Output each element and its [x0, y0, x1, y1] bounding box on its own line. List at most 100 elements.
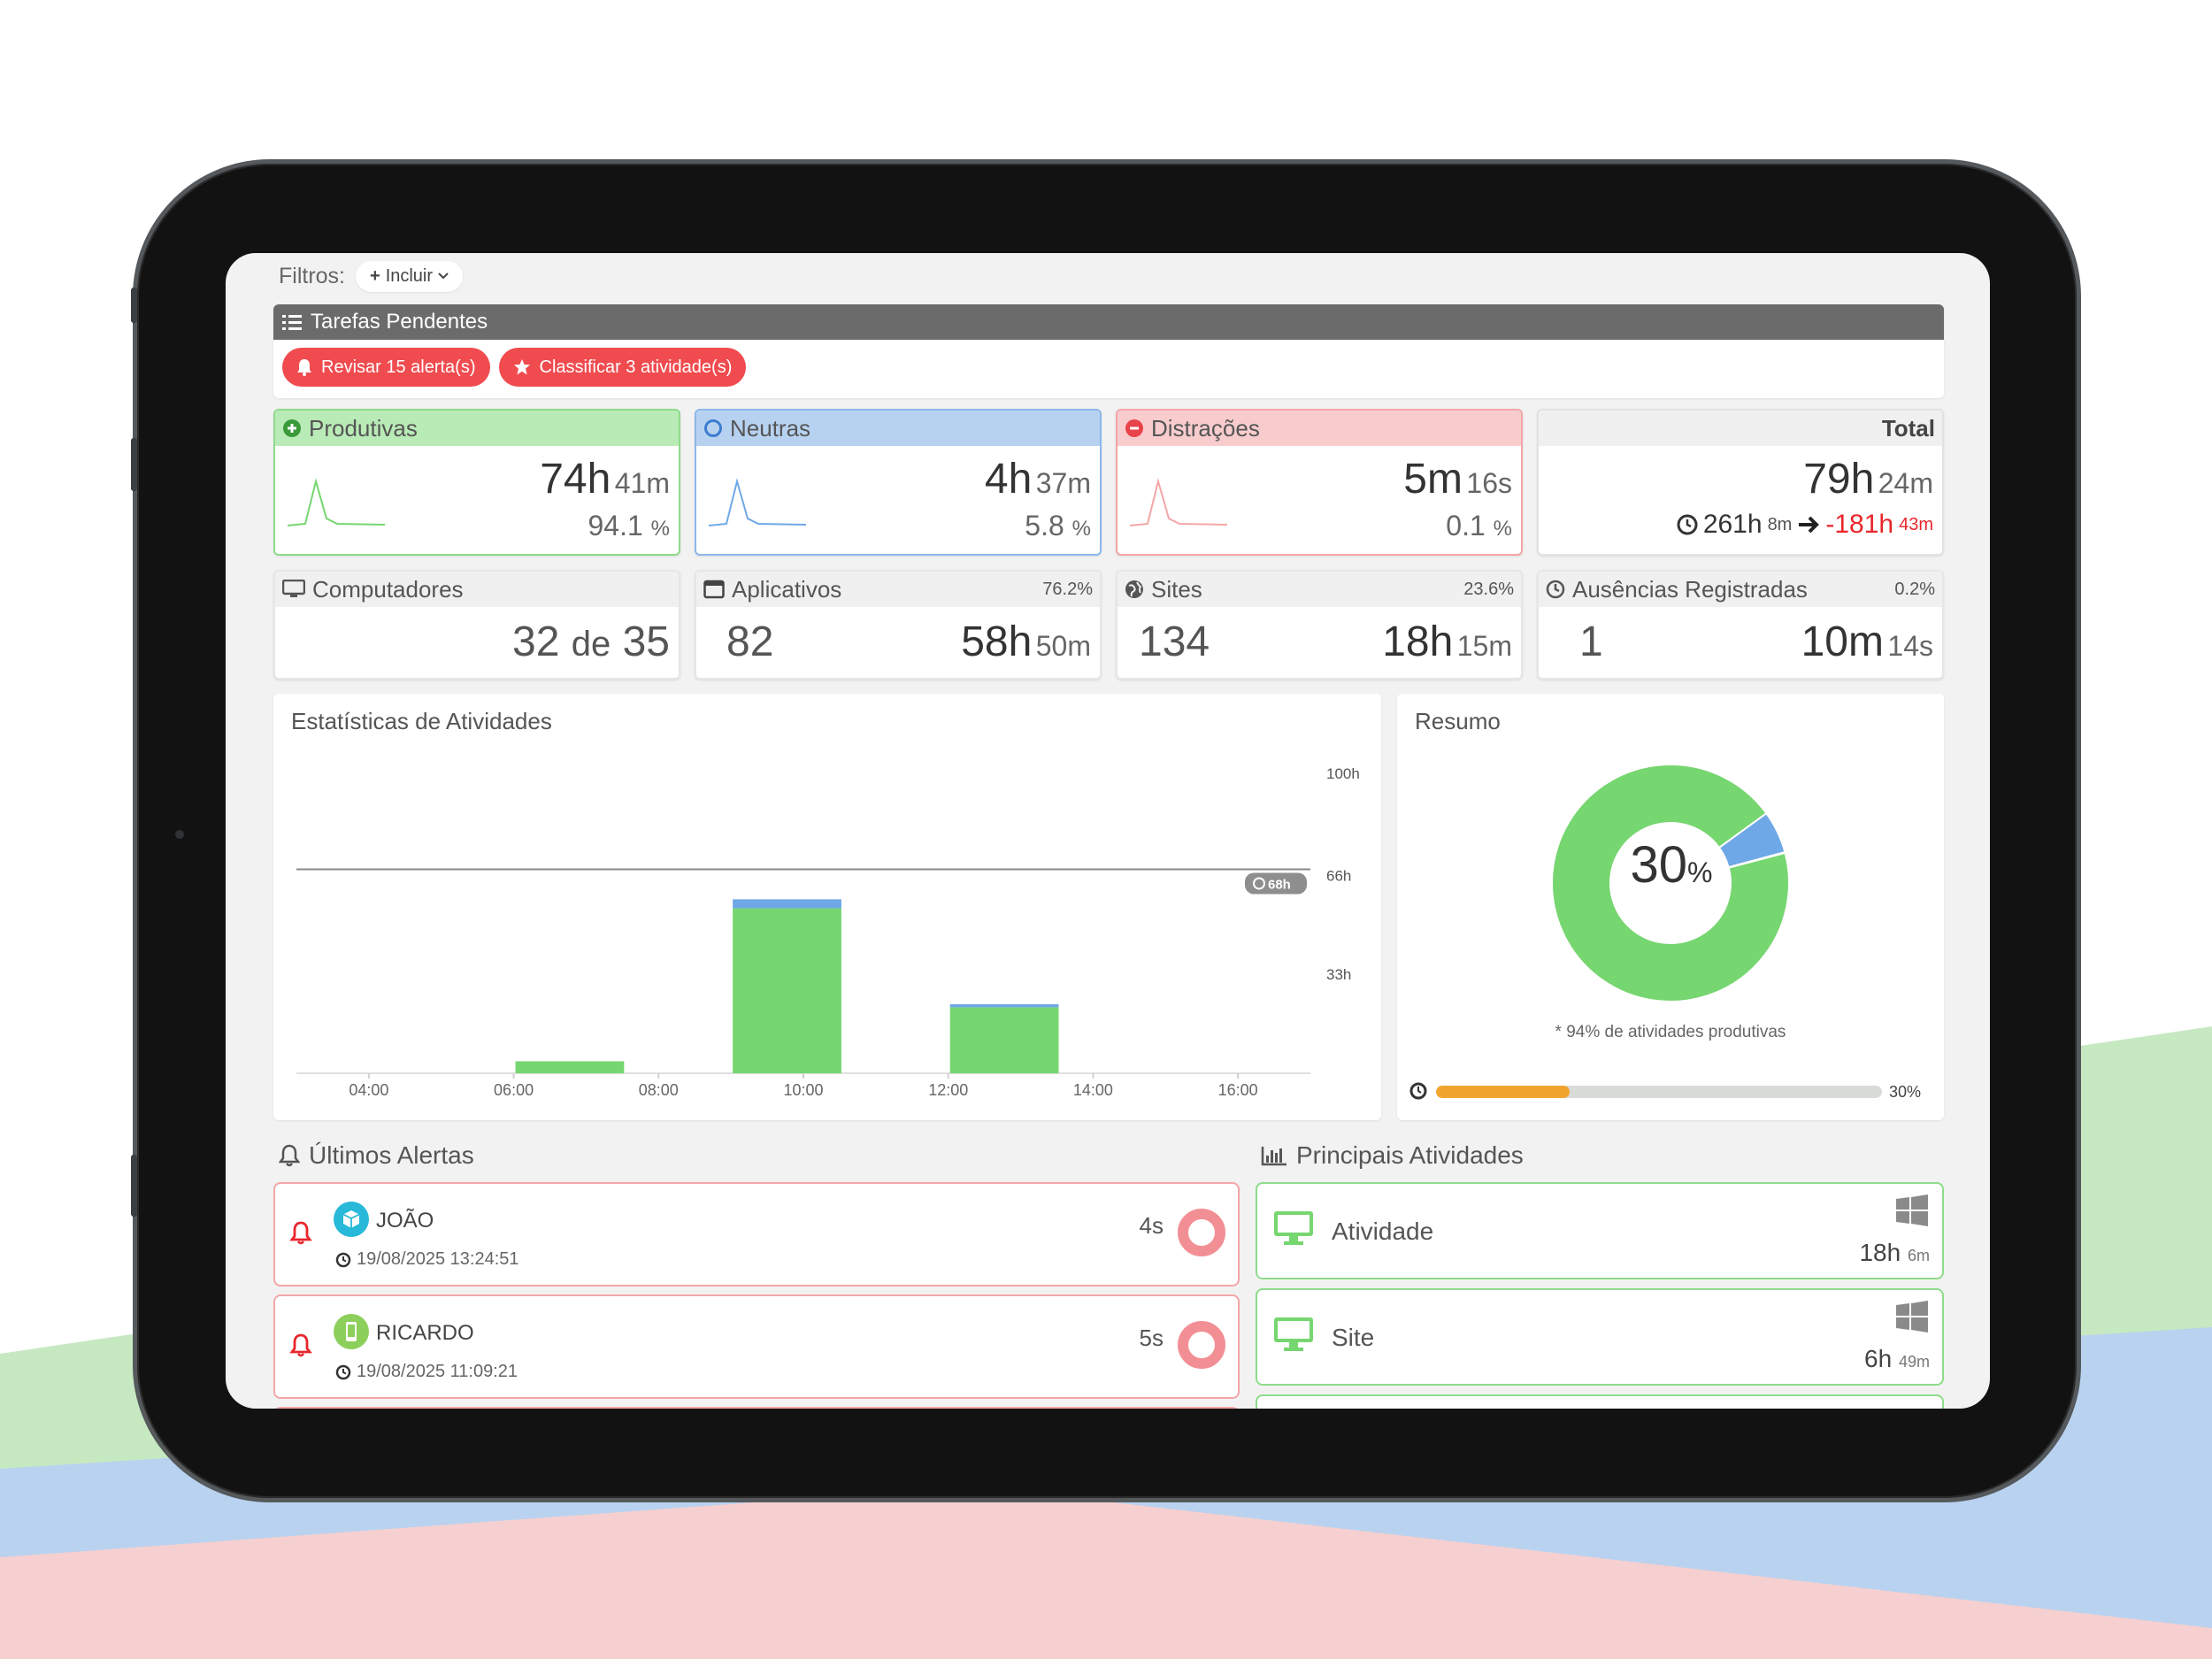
computers-header: Computadores	[275, 572, 679, 607]
alert-date-value: 19/08/2025 13:24:51	[357, 1249, 519, 1269]
include-filter-button[interactable]: + Incluir	[356, 260, 464, 292]
distraction-percent: 0.1 %	[1446, 510, 1512, 542]
distraction-card[interactable]: Distrações 5m 16s 0.1 %	[1116, 409, 1523, 556]
apps-time: 58h 50m	[961, 618, 1091, 666]
total-title: Total	[1881, 414, 1935, 442]
bar-segment[interactable]	[733, 899, 841, 909]
productive-minutes: 41m	[614, 467, 670, 499]
top-activity-hours: 6h	[1864, 1345, 1893, 1372]
productive-percent: 94.1 %	[588, 510, 670, 542]
clock-icon	[1546, 580, 1565, 599]
total-comparison: 261h 8m -181h 43m	[1677, 510, 1933, 540]
computers-title: Computadores	[312, 575, 464, 603]
review-alerts-button[interactable]: Revisar 15 alerta(s)	[282, 348, 490, 387]
pending-tasks-title: Tarefas Pendentes	[311, 310, 488, 334]
productive-hours: 74h	[540, 456, 611, 503]
alert-date-value: 19/08/2025 11:09:21	[357, 1362, 518, 1381]
neutral-percent-value: 5.8	[1025, 510, 1064, 541]
alert-item[interactable]: RICARDO 19/08/2025 11:09:21 5s	[273, 1294, 1240, 1399]
neutral-percent-unit: %	[1071, 517, 1091, 541]
pending-tasks-panel: Tarefas Pendentes Revisar 15 alerta(s) C…	[273, 304, 1944, 398]
summary-title: Resumo	[1415, 708, 1501, 734]
top-activities-heading: Principais Atividades	[1261, 1141, 1524, 1170]
neutral-card[interactable]: Neutras 4h 37m 5.8 %	[695, 409, 1102, 556]
include-label: Incluir	[385, 265, 434, 286]
neutral-percent: 5.8 %	[1025, 510, 1091, 542]
summary-percent-unit: %	[1687, 856, 1713, 888]
y-tick-label: 66h	[1326, 867, 1351, 884]
top-activity-minutes: 49m	[1898, 1353, 1930, 1371]
absences-header: Ausências Registradas 0.2%	[1539, 572, 1942, 607]
distraction-title: Distrações	[1151, 414, 1260, 442]
top-activity-time: 6h 49m	[1864, 1345, 1930, 1373]
x-tick-label: 16:00	[1218, 1081, 1258, 1099]
summary-panel: Resumo 30% * 94% de atividades produtiva…	[1397, 694, 1944, 1120]
sites-minutes: 15m	[1456, 630, 1512, 662]
plus-circle-icon	[283, 419, 301, 437]
activity-bar-chart: 04:00 06:00 08:00 10:00 12:00 14:00 16:00 33h 66…	[296, 765, 1360, 1099]
summary-progress-label: 30%	[1889, 1083, 1922, 1101]
apps-minutes: 50m	[1035, 630, 1091, 662]
review-alerts-label: Revisar 15 alerta(s)	[321, 357, 476, 377]
desktop-icon	[282, 580, 305, 597]
bell-outline-icon	[279, 1144, 300, 1167]
clock-icon	[1409, 1082, 1427, 1100]
latest-alerts-heading: Últimos Alertas	[279, 1141, 474, 1170]
arrow-right-icon	[1799, 516, 1820, 534]
distraction-percent-unit: %	[1493, 517, 1512, 541]
minus-circle-icon	[1125, 419, 1143, 437]
apps-header: Aplicativos 76.2%	[696, 572, 1100, 607]
clock-icon	[335, 1364, 351, 1379]
absences-seconds: 14s	[1887, 630, 1933, 662]
alert-status-ring	[1178, 1321, 1225, 1369]
circle-outline-icon	[704, 419, 722, 437]
alert-user-name: RICARDO	[376, 1321, 474, 1345]
activity-stats-panel: Estatísticas de Atividades 04:00 06:00 08:…	[273, 694, 1381, 1120]
bar-segment[interactable]	[733, 908, 841, 1073]
top-activity-item[interactable]	[1256, 1394, 1944, 1409]
top-activity-item[interactable]: Site 6h 49m	[1256, 1288, 1944, 1386]
donut-slice[interactable]	[1727, 850, 1786, 869]
bell-icon	[297, 359, 311, 376]
top-activity-item[interactable]: Atividade 18h 6m	[1256, 1182, 1944, 1279]
alert-item[interactable]: JOÃO 19/08/2025 13:24:51 4s	[273, 1182, 1240, 1286]
apps-card[interactable]: Aplicativos 76.2% 82 58h 50m	[695, 570, 1102, 680]
productive-header: Produtivas	[275, 411, 679, 446]
productive-card[interactable]: Produtivas 74h 41m 94.1 %	[273, 409, 680, 556]
donut-slice[interactable]	[1551, 764, 1790, 1002]
distraction-header: Distrações	[1118, 411, 1521, 446]
camera-dot	[175, 830, 184, 839]
alert-status-ring	[1178, 1209, 1225, 1256]
neutral-hours: 4h	[984, 456, 1033, 503]
volume-button	[131, 288, 137, 323]
absences-percent: 0.2%	[1894, 579, 1935, 599]
expected-minutes: 8m	[1767, 514, 1793, 534]
activity-stats-title: Estatísticas de Atividades	[291, 708, 552, 734]
apps-title: Aplicativos	[732, 575, 842, 603]
summary-percent-value: 30	[1630, 836, 1688, 894]
volume-button	[131, 438, 137, 491]
bar-segment[interactable]	[949, 1007, 1059, 1073]
pending-tasks-header: Tarefas Pendentes	[273, 304, 1944, 340]
classify-activities-button[interactable]: Classificar 3 atividade(s)	[498, 348, 747, 387]
apps-percent: 76.2%	[1042, 579, 1093, 599]
absences-card[interactable]: Ausências Registradas 0.2% 1 10m 14s	[1537, 570, 1944, 680]
summary-donut-chart	[1551, 764, 1790, 1002]
bar-segment[interactable]	[515, 1061, 625, 1073]
top-activity-name: Site	[1332, 1324, 1375, 1351]
classify-activities-label: Classificar 3 atividade(s)	[539, 357, 733, 377]
bar-segment[interactable]	[949, 1004, 1059, 1008]
total-time: 79h 24m	[1803, 455, 1933, 503]
sites-card[interactable]: Sites 23.6% 134 18h 15m	[1116, 570, 1523, 680]
monitor-icon	[1274, 1317, 1313, 1351]
computers-card[interactable]: Computadores 32 de 35	[273, 570, 680, 680]
sites-header: Sites 23.6%	[1118, 572, 1521, 607]
target-badge: 68h	[1245, 872, 1307, 895]
productive-percent-unit: %	[650, 517, 670, 541]
absences-title: Ausências Registradas	[1572, 575, 1808, 603]
window-icon	[703, 580, 725, 599]
expected-hours: 261h	[1702, 510, 1763, 539]
computers-total: 35	[622, 618, 670, 665]
top-activities-title: Principais Atividades	[1296, 1141, 1524, 1169]
alert-item[interactable]	[273, 1407, 1240, 1409]
